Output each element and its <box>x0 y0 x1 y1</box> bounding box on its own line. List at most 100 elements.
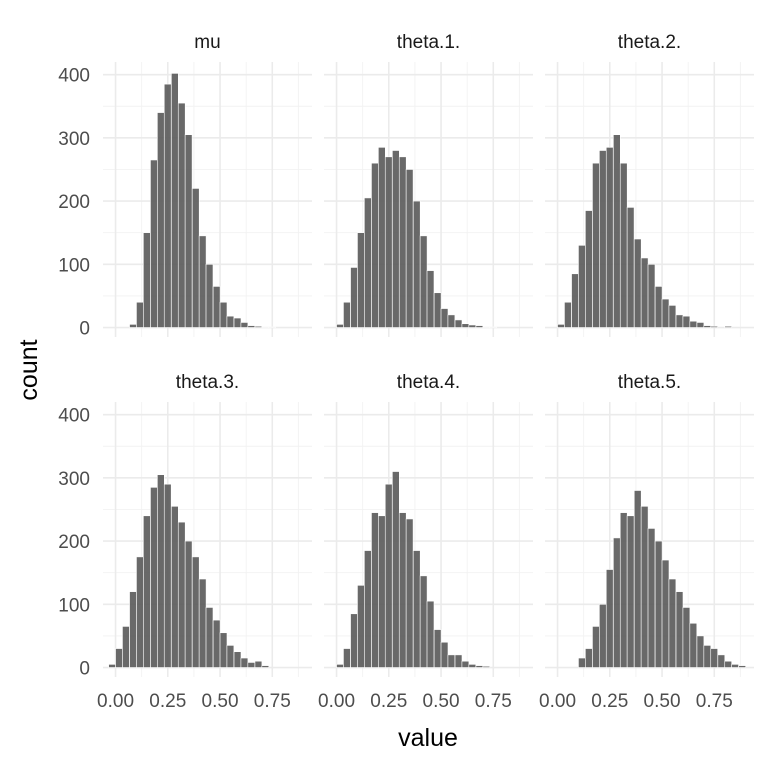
histogram-bar <box>613 134 621 328</box>
panel-4: theta.3. 0 100 200 300 400 0.00 0.25 0.50 0.75 <box>58 372 312 712</box>
histogram-bar <box>482 326 491 328</box>
x-tick-label: 0.75 <box>696 691 733 712</box>
histogram-bar <box>364 550 372 668</box>
histogram-bar <box>599 150 607 328</box>
panel-2: theta.1. <box>324 32 533 337</box>
histogram-bar <box>585 210 593 328</box>
histogram-bar <box>191 188 200 328</box>
histogram-bar <box>122 626 130 668</box>
panel-title: theta.1. <box>397 32 460 53</box>
histogram-bar <box>398 156 407 328</box>
histogram-bar <box>585 648 593 668</box>
histogram-bar <box>226 315 235 328</box>
histogram-bar <box>212 619 221 668</box>
histogram-bar <box>605 569 614 668</box>
panel-title: theta.2. <box>618 32 681 53</box>
histogram-bar <box>578 245 586 328</box>
histogram-bar <box>661 298 670 328</box>
histogram-bar <box>482 665 491 668</box>
histogram-bar <box>336 324 344 328</box>
histogram-bar <box>205 607 214 668</box>
histogram-bar <box>261 326 270 328</box>
histogram-bar <box>212 286 221 328</box>
histogram-bar <box>689 622 698 668</box>
histogram-bar <box>371 162 379 328</box>
histogram-bar <box>605 147 614 328</box>
histogram-bar <box>177 521 186 668</box>
histogram-bar <box>412 550 421 668</box>
histogram-bar <box>592 162 600 328</box>
panel-title: theta.5. <box>618 372 681 393</box>
histogram-bar <box>240 657 249 668</box>
histogram-bar <box>626 515 635 668</box>
histogram-bar <box>564 301 572 328</box>
histogram-bar <box>129 591 137 668</box>
histogram-bar <box>343 301 351 328</box>
histogram-bar <box>675 314 684 328</box>
y-tick-label: 100 <box>58 595 90 616</box>
histogram-bar <box>378 147 386 328</box>
histogram-bar <box>703 645 712 668</box>
y-tick-label: 200 <box>58 192 90 213</box>
x-tick-label: 0.75 <box>254 691 291 712</box>
histogram-bar <box>640 257 649 328</box>
histogram-bar <box>226 645 235 668</box>
histogram-bar <box>115 648 123 668</box>
y-tick-label: 200 <box>58 532 90 553</box>
histogram-bar <box>412 200 421 328</box>
histogram-bar <box>205 263 214 328</box>
histogram-bar <box>661 559 670 668</box>
histogram-bar <box>592 626 600 668</box>
histogram-bar <box>433 629 442 668</box>
histogram-bar <box>703 325 712 328</box>
histogram-bar <box>233 651 242 668</box>
histogram-bar <box>177 102 186 328</box>
histogram-bar <box>489 326 497 328</box>
histogram-bar <box>150 159 158 328</box>
histogram-bar <box>626 207 635 328</box>
histogram-bar <box>571 273 579 328</box>
histogram-bar <box>157 112 165 328</box>
y-tick-label: 0 <box>79 659 90 680</box>
histogram-bar <box>364 197 372 328</box>
histogram-bar <box>447 314 456 328</box>
histogram-bar <box>343 648 351 668</box>
histogram-bar <box>191 556 200 668</box>
x-tick-label: 0.75 <box>475 691 512 712</box>
histogram-bar <box>461 323 470 328</box>
histogram-bar <box>357 232 365 328</box>
histogram-bar <box>710 325 718 328</box>
panel-title: theta.3. <box>176 372 239 393</box>
panels-layer: mu 0 100 200 300 400 theta.1. theta.2. theta.3. 0… <box>58 32 754 712</box>
histogram-bar <box>219 301 228 328</box>
histogram-bar <box>599 603 607 668</box>
histogram-bar <box>268 326 276 328</box>
histogram-bar <box>475 325 484 328</box>
panel-title: mu <box>194 32 220 53</box>
histogram-bar <box>633 238 642 328</box>
y-tick-label: 400 <box>58 66 90 87</box>
histogram-bar <box>654 286 663 328</box>
histogram-bar <box>433 292 442 328</box>
histogram-bar <box>136 301 144 328</box>
histogram-bar <box>392 150 400 328</box>
histogram-bar <box>398 512 407 668</box>
histogram-bar <box>426 270 435 328</box>
histogram-bar <box>682 315 691 328</box>
histogram-bar <box>143 515 151 668</box>
histogram-bar <box>157 474 165 668</box>
histogram-bar <box>724 660 732 668</box>
x-tick-label: 0.50 <box>644 691 681 712</box>
histogram-bar <box>219 632 228 668</box>
histogram-bar <box>198 235 207 328</box>
histogram-bar <box>392 471 400 668</box>
histogram-bar <box>129 324 137 328</box>
histogram-bar <box>384 483 393 668</box>
y-tick-label: 400 <box>58 406 90 427</box>
histogram-bar <box>405 518 414 668</box>
x-tick-label: 0.25 <box>591 691 628 712</box>
histogram-bar <box>640 506 649 668</box>
histogram-bar <box>557 324 565 328</box>
y-axis-title: count <box>15 339 43 400</box>
